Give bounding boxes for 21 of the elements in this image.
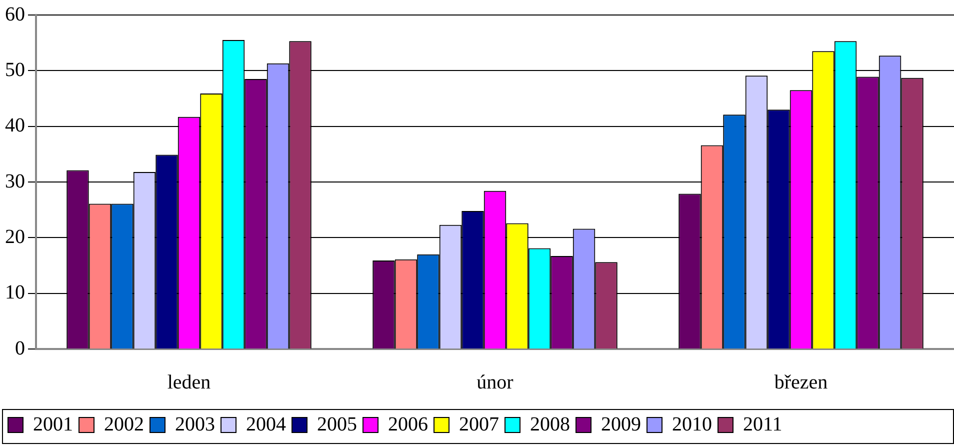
y-tick-label: 30 — [5, 170, 25, 192]
x-tick-label: březen — [774, 371, 828, 394]
legend-label: 2005 — [317, 413, 357, 436]
legend-label: 2009 — [601, 413, 641, 436]
y-tick-label: 10 — [5, 282, 25, 304]
y-tick-label: 50 — [5, 58, 25, 81]
y-tick-label: 20 — [5, 226, 25, 248]
legend-label: 2001 — [33, 413, 73, 436]
legend-label: 2002 — [104, 413, 144, 436]
legend-label: 2007 — [459, 413, 499, 436]
x-tick-label: leden — [167, 371, 211, 394]
y-tick-label: 40 — [5, 114, 25, 137]
y-tick-label: 0 — [15, 337, 25, 360]
legend-label: 2003 — [175, 413, 215, 436]
legend-label: 2008 — [530, 413, 570, 436]
legend-label: 2006 — [388, 413, 428, 436]
x-tick-label: únor — [476, 371, 514, 394]
y-tick-label: 60 — [5, 3, 25, 26]
legend-label: 2011 — [743, 413, 782, 436]
legend-label: 2004 — [246, 413, 286, 436]
legend-label: 2010 — [672, 413, 712, 436]
